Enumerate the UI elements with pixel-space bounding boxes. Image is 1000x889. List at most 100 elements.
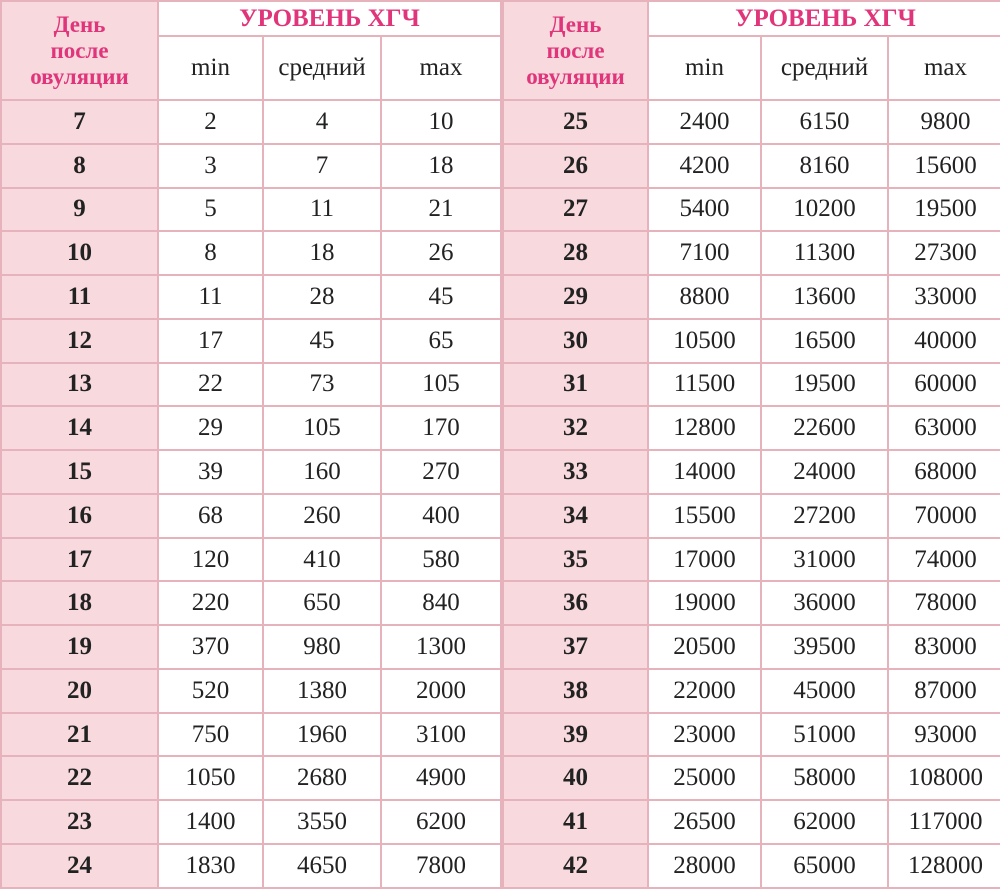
value-cell: 60000 bbox=[887, 361, 1000, 408]
value-cell: 73 bbox=[262, 361, 382, 408]
value-cell: 74000 bbox=[887, 536, 1000, 583]
table-row: 33 14000 24000 68000 bbox=[502, 449, 1000, 495]
day-cell: 17 bbox=[0, 536, 159, 583]
value-cell: 58000 bbox=[760, 755, 889, 802]
value-cell: 11300 bbox=[760, 230, 889, 277]
value-cell: 17000 bbox=[647, 536, 762, 583]
table-row: 41 26500 62000 117000 bbox=[502, 799, 1000, 846]
day-cell: 13 bbox=[0, 361, 159, 408]
value-cell: 28000 bbox=[647, 843, 762, 889]
value-cell: 6200 bbox=[380, 799, 502, 846]
table-row: 21 750 1960 3100 bbox=[0, 711, 502, 758]
value-cell: 10 bbox=[380, 99, 502, 145]
value-cell: 36000 bbox=[760, 580, 889, 627]
value-cell: 20500 bbox=[647, 624, 762, 670]
value-cell: 24000 bbox=[760, 449, 889, 495]
value-cell: 4 bbox=[262, 99, 382, 145]
value-cell: 70000 bbox=[887, 492, 1000, 539]
day-header-line: День bbox=[53, 11, 106, 37]
table-row: 7 2 4 10 bbox=[0, 99, 502, 145]
table-row: 18 220 650 840 bbox=[0, 580, 502, 627]
table-row: 15 39 160 270 bbox=[0, 449, 502, 495]
value-cell: 23000 bbox=[647, 711, 762, 758]
day-cell: 11 bbox=[0, 274, 159, 320]
value-cell: 65 bbox=[380, 317, 502, 364]
column-header: max bbox=[380, 35, 502, 101]
day-cell: 33 bbox=[502, 449, 649, 495]
day-cell: 10 bbox=[0, 230, 159, 277]
value-cell: 68000 bbox=[887, 449, 1000, 495]
table-row: 31 11500 19500 60000 bbox=[502, 361, 1000, 408]
table-row: 32 12800 22600 63000 bbox=[502, 405, 1000, 452]
day-header-line: овуляции bbox=[30, 63, 129, 89]
value-cell: 28 bbox=[262, 274, 382, 320]
day-cell: 20 bbox=[0, 667, 159, 714]
value-cell: 8160 bbox=[760, 142, 889, 189]
value-cell: 980 bbox=[262, 624, 382, 670]
value-cell: 68 bbox=[157, 492, 264, 539]
value-cell: 6150 bbox=[760, 99, 889, 145]
value-cell: 105 bbox=[262, 405, 382, 452]
table-row: 14 29 105 170 bbox=[0, 405, 502, 452]
table-row: 11 11 28 45 bbox=[0, 274, 502, 320]
value-cell: 1400 bbox=[157, 799, 264, 846]
value-cell: 370 bbox=[157, 624, 264, 670]
value-cell: 19000 bbox=[647, 580, 762, 627]
table-row: 26 4200 8160 15600 bbox=[502, 142, 1000, 189]
day-cell: 40 bbox=[502, 755, 649, 802]
value-cell: 83000 bbox=[887, 624, 1000, 670]
value-cell: 7800 bbox=[380, 843, 502, 889]
value-cell: 45000 bbox=[760, 667, 889, 714]
value-cell: 8800 bbox=[647, 274, 762, 320]
day-header-line: после bbox=[50, 37, 109, 63]
day-cell: 39 bbox=[502, 711, 649, 758]
value-cell: 11500 bbox=[647, 361, 762, 408]
value-cell: 5 bbox=[157, 186, 264, 233]
day-cell: 26 bbox=[502, 142, 649, 189]
day-cell: 32 bbox=[502, 405, 649, 452]
value-cell: 1830 bbox=[157, 843, 264, 889]
day-cell: 25 bbox=[502, 99, 649, 145]
value-cell: 105 bbox=[380, 361, 502, 408]
value-cell: 31000 bbox=[760, 536, 889, 583]
value-cell: 160 bbox=[262, 449, 382, 495]
day-cell: 21 bbox=[0, 711, 159, 758]
column-header: min bbox=[647, 35, 762, 101]
table-row: 22 1050 2680 4900 bbox=[0, 755, 502, 802]
value-cell: 4200 bbox=[647, 142, 762, 189]
day-cell: 41 bbox=[502, 799, 649, 846]
table-row: 16 68 260 400 bbox=[0, 492, 502, 539]
value-cell: 2000 bbox=[380, 667, 502, 714]
value-cell: 14000 bbox=[647, 449, 762, 495]
table-row: 20 520 1380 2000 bbox=[0, 667, 502, 714]
value-cell: 26 bbox=[380, 230, 502, 277]
table-row: 42 28000 65000 128000 bbox=[502, 843, 1000, 889]
day-cell: 35 bbox=[502, 536, 649, 583]
table-row: 38 22000 45000 87000 bbox=[502, 667, 1000, 714]
value-cell: 87000 bbox=[887, 667, 1000, 714]
value-cell: 27300 bbox=[887, 230, 1000, 277]
value-cell: 1380 bbox=[262, 667, 382, 714]
value-cell: 840 bbox=[380, 580, 502, 627]
value-cell: 15600 bbox=[887, 142, 1000, 189]
value-cell: 13600 bbox=[760, 274, 889, 320]
table-row: 24 1830 4650 7800 bbox=[0, 843, 502, 889]
table-row: 13 22 73 105 bbox=[0, 361, 502, 408]
table-row: 39 23000 51000 93000 bbox=[502, 711, 1000, 758]
table-row: 36 19000 36000 78000 bbox=[502, 580, 1000, 627]
table-row: 17 120 410 580 bbox=[0, 536, 502, 583]
day-cell: 42 bbox=[502, 843, 649, 889]
day-cell: 30 bbox=[502, 317, 649, 364]
value-cell: 78000 bbox=[887, 580, 1000, 627]
hcg-level-header: УРОВЕНЬ ХГЧ bbox=[647, 0, 1000, 37]
value-cell: 170 bbox=[380, 405, 502, 452]
day-cell: 29 bbox=[502, 274, 649, 320]
value-cell: 63000 bbox=[887, 405, 1000, 452]
value-cell: 93000 bbox=[887, 711, 1000, 758]
day-header-line: День bbox=[549, 11, 602, 37]
value-cell: 1050 bbox=[157, 755, 264, 802]
value-cell: 3100 bbox=[380, 711, 502, 758]
value-cell: 15500 bbox=[647, 492, 762, 539]
value-cell: 650 bbox=[262, 580, 382, 627]
day-cell: 37 bbox=[502, 624, 649, 670]
